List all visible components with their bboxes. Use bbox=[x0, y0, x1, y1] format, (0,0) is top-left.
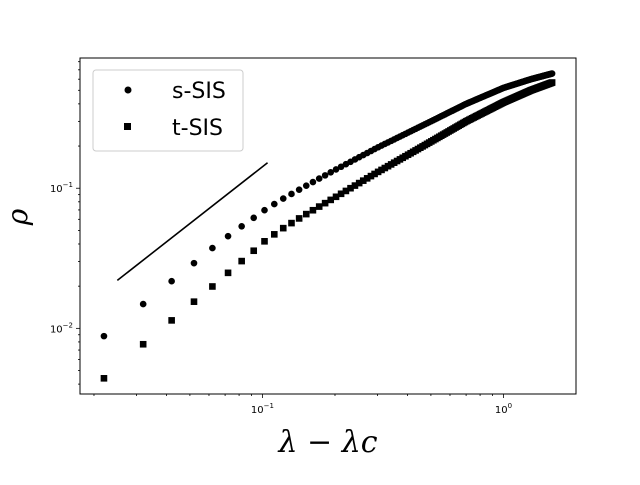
data-point-s-sis bbox=[321, 172, 329, 179]
data-point-s-sis bbox=[224, 232, 232, 240]
data-marks bbox=[100, 70, 556, 382]
data-point-t-sis bbox=[367, 172, 375, 180]
data-point-s-sis bbox=[209, 244, 216, 252]
data-point-t-sis bbox=[288, 219, 295, 227]
data-point-t-sis bbox=[548, 79, 556, 86]
y-tick-label: 10−1 bbox=[50, 181, 73, 195]
series-t-sis bbox=[100, 79, 556, 382]
legend-label-s-sis: s-SIS bbox=[172, 79, 226, 104]
data-point-t-sis bbox=[261, 238, 268, 245]
data-point-t-sis bbox=[337, 190, 345, 198]
data-point-t-sis bbox=[238, 257, 245, 265]
y-tick-label: 10−2 bbox=[50, 321, 73, 335]
data-point-s-sis bbox=[100, 332, 108, 340]
data-point-t-sis bbox=[302, 210, 310, 218]
data-point-s-sis bbox=[315, 175, 323, 182]
data-point-t-sis bbox=[270, 231, 278, 238]
plot-frame bbox=[79, 57, 577, 395]
data-point-t-sis bbox=[315, 203, 323, 210]
data-point-t-sis bbox=[224, 269, 232, 277]
data-point-t-sis bbox=[347, 184, 354, 192]
data-point-t-sis bbox=[168, 317, 175, 324]
data-point-t-sis bbox=[355, 179, 363, 187]
legend-marker-s-sis bbox=[124, 86, 132, 94]
data-point-t-sis bbox=[321, 199, 329, 207]
legend-label-t-sis: t-SIS bbox=[172, 116, 223, 141]
data-point-s-sis bbox=[295, 186, 303, 193]
data-point-t-sis bbox=[378, 166, 385, 174]
legend: s-SIS t-SIS bbox=[92, 69, 244, 152]
data-point-s-sis bbox=[288, 190, 295, 198]
data-point-t-sis bbox=[351, 182, 359, 189]
x-tick-label: 100 bbox=[495, 402, 512, 416]
x-tick-label: 10−1 bbox=[251, 402, 274, 416]
data-point-s-sis bbox=[279, 195, 287, 202]
data-point-s-sis bbox=[238, 222, 245, 230]
data-point-s-sis bbox=[139, 300, 147, 308]
data-point-t-sis bbox=[309, 206, 317, 214]
data-point-t-sis bbox=[359, 177, 367, 184]
series-s-sis bbox=[100, 70, 556, 340]
data-point-t-sis bbox=[100, 375, 108, 382]
data-point-t-sis bbox=[295, 215, 303, 222]
data-point-s-sis bbox=[168, 277, 175, 285]
data-point-t-sis bbox=[342, 187, 350, 195]
data-point-s-sis bbox=[327, 169, 335, 176]
data-point-t-sis bbox=[374, 168, 382, 176]
data-point-t-sis bbox=[371, 170, 378, 178]
data-point-s-sis bbox=[332, 166, 340, 173]
x-axis-label: λ − λc bbox=[277, 425, 377, 460]
data-point-s-sis bbox=[190, 259, 198, 267]
data-point-t-sis bbox=[363, 175, 371, 182]
data-point-t-sis bbox=[209, 283, 216, 290]
reference-line bbox=[116, 162, 269, 282]
data-point-s-sis bbox=[302, 182, 310, 189]
y-axis-label: ρ bbox=[1, 208, 34, 226]
data-point-t-sis bbox=[190, 298, 198, 305]
data-point-t-sis bbox=[332, 193, 340, 201]
legend-marker-t-sis bbox=[124, 123, 131, 130]
data-point-t-sis bbox=[327, 196, 335, 204]
data-point-t-sis bbox=[250, 247, 258, 255]
data-point-s-sis bbox=[250, 214, 258, 222]
data-point-t-sis bbox=[139, 340, 147, 348]
data-point-s-sis bbox=[261, 206, 268, 214]
data-point-t-sis bbox=[279, 224, 287, 232]
data-point-s-sis bbox=[548, 70, 556, 77]
data-point-s-sis bbox=[309, 178, 317, 186]
data-point-s-sis bbox=[270, 200, 278, 208]
